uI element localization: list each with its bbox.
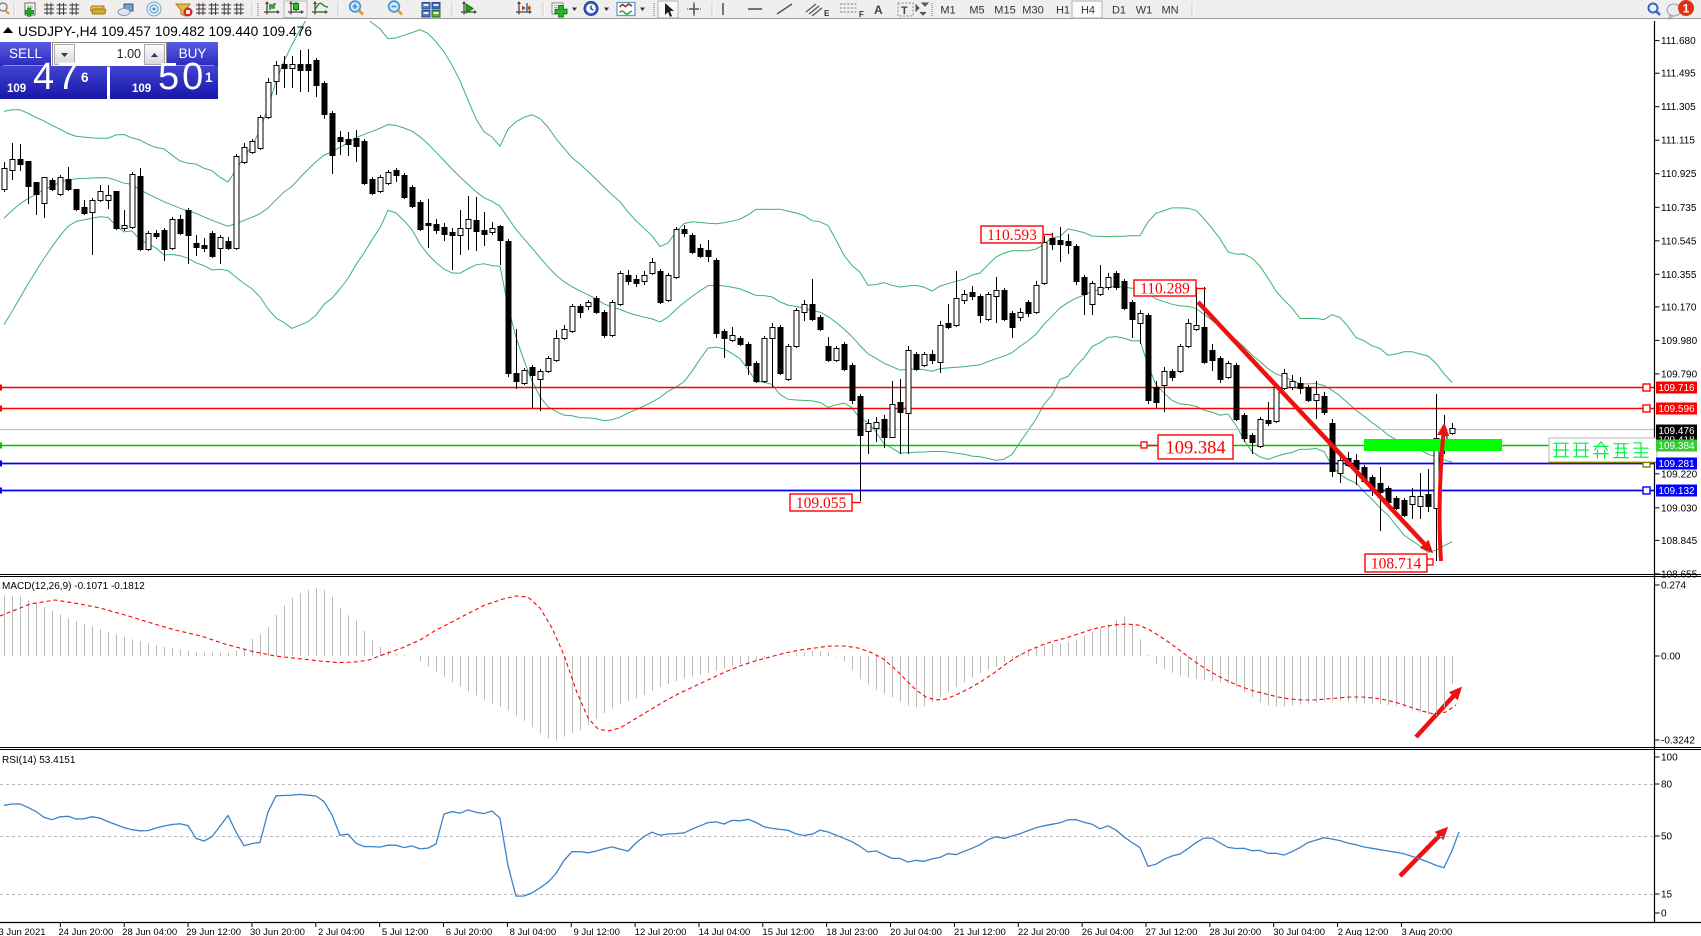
svg-text:21 Jul 12:00: 21 Jul 12:00 — [954, 927, 1006, 936]
svg-text:M15: M15 — [994, 5, 1015, 17]
svg-text:2 Jul 04:00: 2 Jul 04:00 — [318, 927, 364, 936]
svg-text:MACD(12,26,9) -0.1071 -0.1812: MACD(12,26,9) -0.1071 -0.1812 — [2, 581, 145, 592]
svg-text:5 Jul 12:00: 5 Jul 12:00 — [382, 927, 428, 936]
svg-text:109.220: 109.220 — [1661, 469, 1698, 480]
svg-text:26 Jul 04:00: 26 Jul 04:00 — [1082, 927, 1134, 936]
svg-text:12 Jul 20:00: 12 Jul 20:00 — [635, 927, 687, 936]
svg-text:110.289: 110.289 — [1140, 280, 1190, 297]
svg-text:30 Jul 04:00: 30 Jul 04:00 — [1273, 927, 1325, 936]
svg-text:109.281: 109.281 — [1658, 459, 1695, 470]
svg-text:3 Jun 2021: 3 Jun 2021 — [0, 927, 46, 936]
svg-text:3 Aug 20:00: 3 Aug 20:00 — [1402, 927, 1453, 936]
svg-text:M5: M5 — [969, 5, 984, 17]
svg-text:110.170: 110.170 — [1661, 302, 1697, 313]
svg-text:E: E — [824, 9, 830, 18]
svg-text:F: F — [859, 10, 864, 19]
svg-text:USDJPY-,H4 109.457 109.482 10: USDJPY-,H4 109.457 109.482 109.440 109.4… — [18, 24, 312, 39]
svg-text:109.716: 109.716 — [1658, 383, 1695, 394]
svg-text:111.305: 111.305 — [1661, 102, 1696, 113]
svg-text:109.132: 109.132 — [1658, 486, 1695, 497]
svg-text:6 Jul 20:00: 6 Jul 20:00 — [446, 927, 492, 936]
svg-text:50: 50 — [1661, 832, 1673, 843]
svg-text:18 Jul 23:00: 18 Jul 23:00 — [826, 927, 878, 936]
svg-text:30 Jun 20:00: 30 Jun 20:00 — [250, 927, 305, 936]
svg-text:109.030: 109.030 — [1661, 503, 1698, 514]
svg-text:RSI(14) 53.4151: RSI(14) 53.4151 — [2, 755, 76, 766]
svg-text:27 Jul 12:00: 27 Jul 12:00 — [1146, 927, 1198, 936]
svg-text:28 Jun 04:00: 28 Jun 04:00 — [122, 927, 177, 936]
svg-text:100: 100 — [1661, 753, 1678, 764]
svg-text:20 Jul 04:00: 20 Jul 04:00 — [890, 927, 942, 936]
svg-text:1: 1 — [1683, 2, 1690, 16]
svg-text:MN: MN — [1161, 5, 1178, 17]
svg-text:109.476: 109.476 — [1658, 426, 1695, 437]
svg-text:110.355: 110.355 — [1661, 270, 1697, 281]
svg-text:H4: H4 — [1081, 5, 1095, 17]
svg-text:8 Jul 04:00: 8 Jul 04:00 — [510, 927, 556, 936]
svg-text:0: 0 — [1661, 909, 1667, 920]
svg-text:80: 80 — [1661, 780, 1673, 791]
svg-text:109.055: 109.055 — [796, 495, 847, 512]
svg-text:W1: W1 — [1136, 5, 1153, 17]
svg-text:15 Jul 12:00: 15 Jul 12:00 — [762, 927, 814, 936]
svg-text:108.655: 108.655 — [1661, 569, 1698, 580]
svg-text:108.714: 108.714 — [1371, 555, 1422, 572]
svg-text:24 Jun 20:00: 24 Jun 20:00 — [58, 927, 113, 936]
svg-text:110.545: 110.545 — [1661, 236, 1697, 247]
svg-text:-0.3242: -0.3242 — [1661, 736, 1695, 747]
svg-text:0.00: 0.00 — [1661, 652, 1681, 663]
svg-text:109.790: 109.790 — [1661, 369, 1698, 380]
svg-text:110.925: 110.925 — [1661, 169, 1697, 180]
svg-text:28 Jul 20:00: 28 Jul 20:00 — [1209, 927, 1261, 936]
svg-text:A: A — [874, 3, 883, 17]
svg-text:2 Aug 12:00: 2 Aug 12:00 — [1338, 927, 1389, 936]
svg-text:14 Jul 04:00: 14 Jul 04:00 — [699, 927, 751, 936]
svg-text:111.495: 111.495 — [1661, 69, 1696, 80]
svg-text:D1: D1 — [1112, 5, 1126, 17]
svg-text:111.115: 111.115 — [1661, 136, 1695, 147]
svg-text:9 Jul 12:00: 9 Jul 12:00 — [573, 927, 619, 936]
svg-text:29 Jun 12:00: 29 Jun 12:00 — [186, 927, 241, 936]
svg-text:111.680: 111.680 — [1661, 36, 1696, 47]
svg-text:108.845: 108.845 — [1661, 536, 1698, 547]
svg-text:M30: M30 — [1022, 5, 1043, 17]
svg-text:110.735: 110.735 — [1661, 203, 1697, 214]
svg-text:110.593: 110.593 — [987, 227, 1037, 244]
svg-text:0.274: 0.274 — [1661, 581, 1686, 592]
svg-text:H1: H1 — [1056, 5, 1070, 17]
svg-text:109.384: 109.384 — [1658, 441, 1695, 452]
svg-text:T: T — [901, 5, 908, 17]
svg-text:22 Jul 20:00: 22 Jul 20:00 — [1018, 927, 1070, 936]
svg-text:109.980: 109.980 — [1661, 336, 1698, 347]
svg-text:109.384: 109.384 — [1165, 438, 1225, 458]
svg-text:15: 15 — [1661, 890, 1673, 901]
svg-text:109.596: 109.596 — [1658, 404, 1695, 415]
svg-text:M1: M1 — [940, 5, 955, 17]
